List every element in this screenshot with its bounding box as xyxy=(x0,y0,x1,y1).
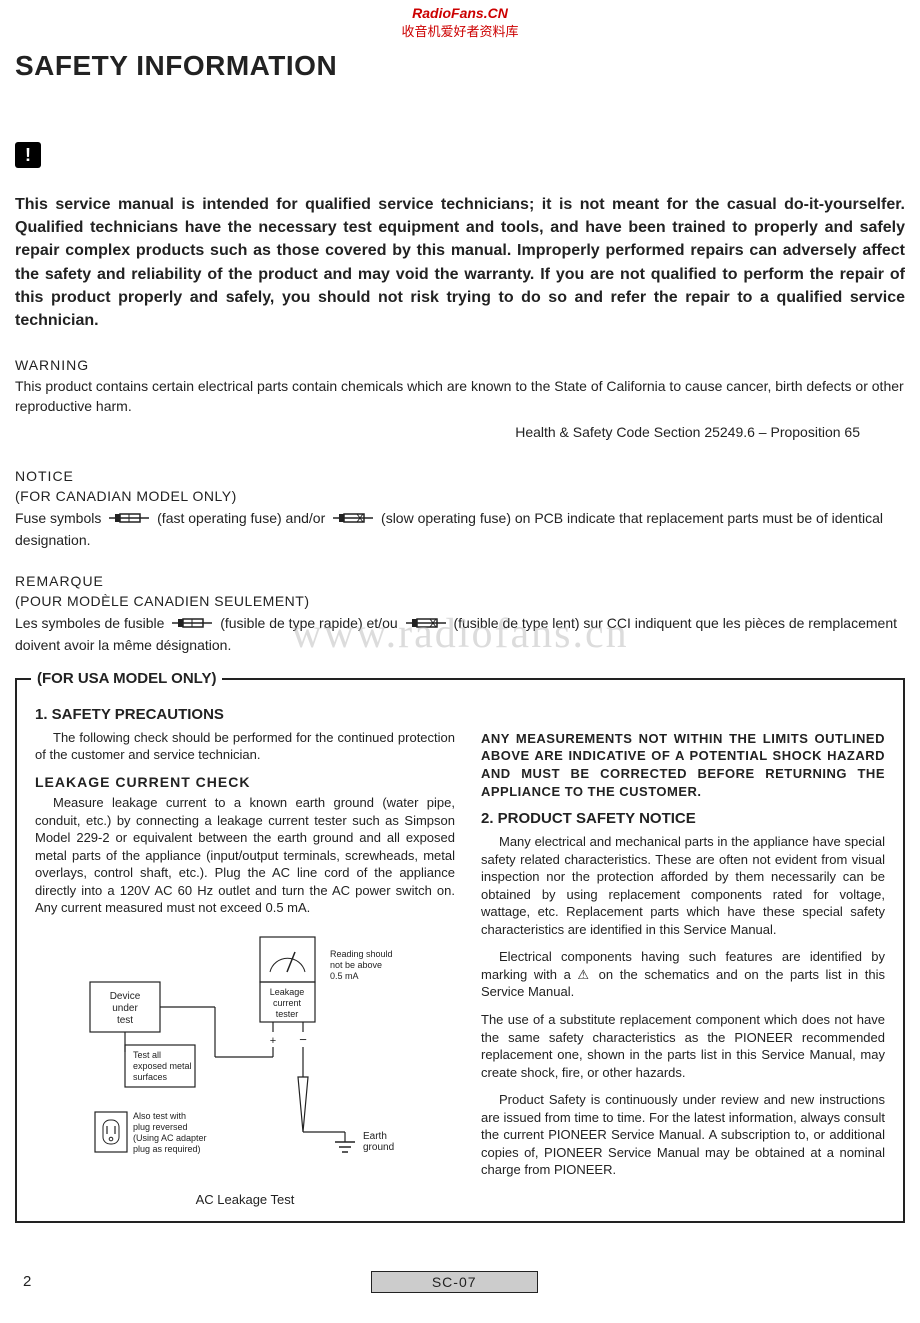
svg-text:Test all: Test all xyxy=(133,1050,161,1060)
svg-text:(Using AC adapter: (Using AC adapter xyxy=(133,1133,207,1143)
svg-text:0.5 mA: 0.5 mA xyxy=(330,971,359,981)
svg-text:Device: Device xyxy=(110,991,141,1002)
svg-text:not be above: not be above xyxy=(330,960,382,970)
alert-glyph: ! xyxy=(25,145,31,166)
product-safety-p3: The use of a substitute replacement comp… xyxy=(481,1011,885,1081)
svg-text:surfaces: surfaces xyxy=(133,1072,168,1082)
svg-text:Earth: Earth xyxy=(363,1131,387,1142)
svg-text:ground: ground xyxy=(363,1142,394,1153)
remarque-fuse-line: Les symboles de fusible (fusible de type… xyxy=(15,613,905,656)
left-column: 1. SAFETY PRECAUTIONS The following chec… xyxy=(35,706,455,1207)
page-title: SAFETY INFORMATION xyxy=(15,50,905,82)
leakage-check-body: Measure leakage current to a known earth… xyxy=(35,794,455,917)
svg-text:Also test with: Also test with xyxy=(133,1111,186,1121)
slow-fuse-icon-fr xyxy=(406,614,446,635)
fast-fuse-icon-fr xyxy=(172,614,212,635)
intro-paragraph: This service manual is intended for qual… xyxy=(15,193,905,332)
leakage-diagram: Device under test Leakage current tester… xyxy=(35,927,455,1207)
page-footer: 2 SC-07 xyxy=(15,1271,905,1293)
fast-fuse-icon xyxy=(109,509,149,530)
warning-citation: Health & Safety Code Section 25249.6 – P… xyxy=(15,424,905,440)
remarque-text-before: Les symboles de fusible xyxy=(15,615,164,631)
leakage-check-heading: LEAKAGE CURRENT CHECK xyxy=(35,774,455,790)
warning-body: This product contains certain electrical… xyxy=(15,377,905,416)
product-safety-p2: Electrical components having such featur… xyxy=(481,948,885,1001)
notice-subheading: (FOR CANADIAN MODEL ONLY) xyxy=(15,488,905,504)
remarque-subheading: (POUR MODÈLE CANADIEN SEULEMENT) xyxy=(15,593,905,609)
svg-text:+: + xyxy=(270,1035,276,1047)
svg-text:under: under xyxy=(112,1003,138,1014)
svg-text:plug reversed: plug reversed xyxy=(133,1122,188,1132)
product-safety-p1: Many electrical and mechanical parts in … xyxy=(481,833,885,938)
product-safety-heading: 2. PRODUCT SAFETY NOTICE xyxy=(481,810,885,827)
diagram-caption: AC Leakage Test xyxy=(35,1192,455,1207)
warning-heading: WARNING xyxy=(15,357,905,373)
notice-text-before: Fuse symbols xyxy=(15,510,101,526)
safety-precautions-heading: 1. SAFETY PRECAUTIONS xyxy=(35,706,455,723)
svg-text:−: − xyxy=(299,1032,307,1047)
svg-text:current: current xyxy=(273,998,302,1008)
safety-precautions-intro: The following check should be performed … xyxy=(35,729,455,764)
watermark-tagline: 收音机爱好者资料库 xyxy=(15,21,905,40)
box-label: (FOR USA MODEL ONLY) xyxy=(31,670,222,687)
watermark-site: RadioFans.CN xyxy=(15,5,905,21)
notice-heading: NOTICE xyxy=(15,468,905,484)
product-safety-p4: Product Safety is continuously under rev… xyxy=(481,1091,885,1179)
alert-icon: ! xyxy=(15,142,41,168)
svg-text:Leakage: Leakage xyxy=(270,987,305,997)
slow-fuse-icon xyxy=(333,509,373,530)
usa-model-box: (FOR USA MODEL ONLY) 1. SAFETY PRECAUTIO… xyxy=(15,678,905,1223)
measurement-warning: ANY MEASUREMENTS NOT WITHIN THE LIMITS O… xyxy=(481,730,885,800)
svg-text:plug as required): plug as required) xyxy=(133,1144,201,1154)
page-number: 2 xyxy=(23,1273,31,1290)
svg-text:tester: tester xyxy=(276,1009,299,1019)
svg-text:test: test xyxy=(117,1015,133,1026)
svg-text:Reading should: Reading should xyxy=(330,949,393,959)
svg-text:exposed metal: exposed metal xyxy=(133,1061,192,1071)
remarque-heading: REMARQUE xyxy=(15,573,905,589)
notice-fuse-line: Fuse symbols (fast operating fuse) and/o… xyxy=(15,508,905,551)
notice-fast-label: (fast operating fuse) and/or xyxy=(157,510,325,526)
watermark-header: RadioFans.CN 收音机爱好者资料库 xyxy=(15,5,905,40)
model-label: SC-07 xyxy=(371,1271,538,1293)
right-column: ANY MEASUREMENTS NOT WITHIN THE LIMITS O… xyxy=(481,706,885,1207)
remarque-fast-label: (fusible de type rapide) et/ou xyxy=(220,615,397,631)
